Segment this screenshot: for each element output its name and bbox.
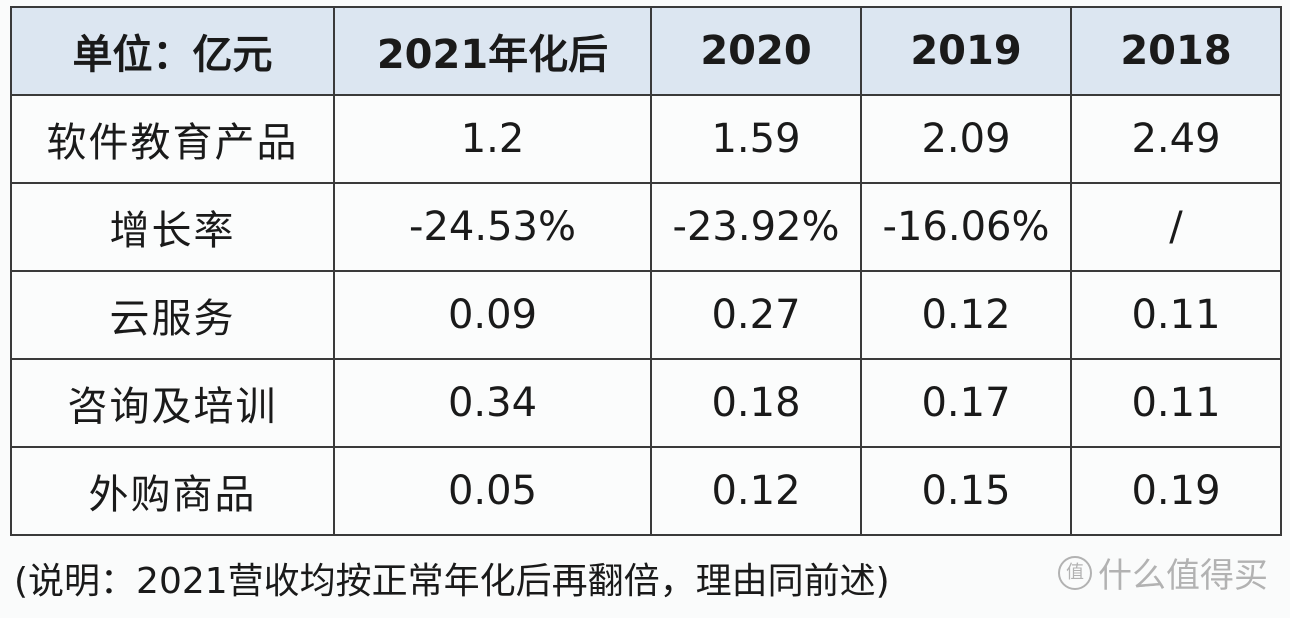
row-label: 咨询及培训 <box>10 358 335 448</box>
table-cell: 0.27 <box>650 270 862 360</box>
table-row: 云服务 0.09 0.27 0.12 0.11 <box>10 270 1282 360</box>
table-cell: -24.53% <box>333 182 652 272</box>
table-row: 软件教育产品 1.2 1.59 2.09 2.49 <box>10 94 1282 184</box>
table-cell: 2.09 <box>860 94 1072 184</box>
header-2018: 2018 <box>1070 6 1282 96</box>
row-label: 软件教育产品 <box>10 94 335 184</box>
watermark-logo-icon: 值 <box>1058 555 1092 590</box>
header-unit: 单位：亿元 <box>10 6 335 96</box>
table-cell: 0.09 <box>333 270 652 360</box>
watermark-text: 什么值得买 <box>1098 556 1268 596</box>
footnote: (说明：2021营收均按正常年化后再翻倍，理由同前述) <box>14 561 890 602</box>
row-label: 增长率 <box>10 182 335 272</box>
watermark: 值 什么值得买 <box>1058 548 1268 597</box>
table-cell: 0.12 <box>860 270 1072 360</box>
table-header-row: 单位：亿元 2021年化后 2020 2019 2018 <box>10 6 1282 96</box>
table-cell: 0.11 <box>1070 358 1282 448</box>
table-cell: 0.05 <box>333 446 652 536</box>
table-cell: / <box>1070 182 1282 272</box>
revenue-table: 单位：亿元 2021年化后 2020 2019 2018 软件教育产品 1.2 … <box>10 6 1282 536</box>
table-cell: 1.59 <box>650 94 862 184</box>
header-2020: 2020 <box>650 6 862 96</box>
table-cell: 0.12 <box>650 446 862 536</box>
row-label: 外购商品 <box>10 446 335 536</box>
table-cell: 0.11 <box>1070 270 1282 360</box>
table-cell: 0.19 <box>1070 446 1282 536</box>
table-row: 增长率 -24.53% -23.92% -16.06% / <box>10 182 1282 272</box>
table-row: 咨询及培训 0.34 0.18 0.17 0.11 <box>10 358 1282 448</box>
header-2021: 2021年化后 <box>333 6 652 96</box>
table-cell: 0.34 <box>333 358 652 448</box>
table-cell: -23.92% <box>650 182 862 272</box>
table-cell: 0.18 <box>650 358 862 448</box>
table-cell: 0.17 <box>860 358 1072 448</box>
row-label: 云服务 <box>10 270 335 360</box>
table-cell: 2.49 <box>1070 94 1282 184</box>
table-cell: 0.15 <box>860 446 1072 536</box>
table-cell: 1.2 <box>333 94 652 184</box>
header-2019: 2019 <box>860 6 1072 96</box>
table-cell: -16.06% <box>860 182 1072 272</box>
table-row: 外购商品 0.05 0.12 0.15 0.19 <box>10 446 1282 536</box>
